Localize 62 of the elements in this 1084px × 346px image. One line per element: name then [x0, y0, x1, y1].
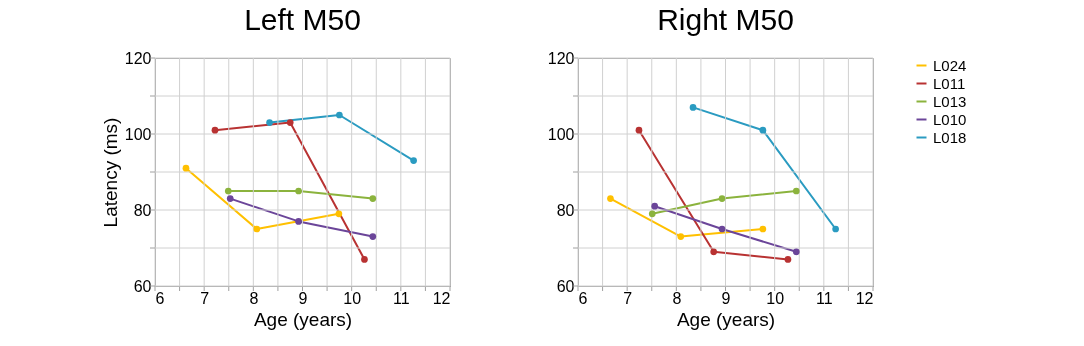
x-tick-label: 7 — [623, 289, 633, 307]
point — [335, 210, 343, 218]
point — [759, 225, 767, 233]
point — [410, 157, 417, 164]
y-tick-label: 80 — [133, 201, 152, 219]
point — [832, 225, 839, 233]
x-tick-label: 11 — [816, 289, 833, 307]
x-tick-label: 12 — [432, 289, 451, 307]
legend-label: L010 — [933, 110, 967, 128]
point — [718, 195, 726, 202]
point — [635, 126, 643, 134]
point — [226, 195, 234, 202]
y-tick-label: 100 — [124, 125, 152, 143]
y-tick-label: 100 — [547, 125, 575, 143]
x-tick-label: 10 — [766, 289, 785, 307]
x-tick-label: 11 — [393, 289, 410, 307]
point — [369, 195, 377, 202]
point — [607, 195, 614, 202]
point — [759, 126, 767, 134]
point — [784, 256, 792, 263]
point — [295, 187, 302, 195]
x-tick-label: 6 — [155, 289, 165, 307]
point — [224, 187, 232, 195]
point — [361, 256, 368, 263]
chart-title: Left M50 — [244, 3, 361, 36]
legend-label: L013 — [933, 92, 967, 110]
y-tick-label: 120 — [124, 49, 152, 67]
point — [286, 119, 294, 126]
y-tick-label: 80 — [556, 201, 575, 219]
y-axis-title: Latency (ms) — [99, 117, 121, 228]
point — [266, 119, 273, 126]
point — [689, 104, 697, 111]
point — [792, 187, 800, 195]
x-tick-label: 9 — [721, 289, 731, 307]
point — [710, 248, 718, 256]
point — [792, 248, 800, 256]
point — [295, 218, 302, 225]
point — [336, 111, 343, 119]
point — [211, 126, 219, 134]
x-tick-label: 8 — [672, 289, 682, 307]
chart-title: Right M50 — [657, 3, 794, 36]
x-tick-label: 9 — [298, 289, 308, 307]
y-tick-label: 120 — [547, 49, 575, 67]
x-tick-label: 8 — [249, 289, 259, 307]
point — [718, 225, 726, 233]
legend-label: L024 — [933, 56, 967, 74]
x-tick-label: 6 — [578, 289, 588, 307]
point — [182, 164, 190, 172]
point — [651, 202, 659, 210]
point — [369, 233, 377, 240]
x-tick-label: 7 — [200, 289, 210, 307]
x-axis-title: Age (years) — [676, 308, 776, 330]
y-tick-label: 60 — [133, 277, 152, 295]
x-tick-label: 12 — [855, 289, 874, 307]
y-tick-label: 60 — [556, 277, 575, 295]
point — [677, 233, 685, 240]
x-tick-label: 10 — [343, 289, 362, 307]
x-axis-title: Age (years) — [253, 308, 353, 330]
legend-label: L018 — [933, 128, 967, 146]
point — [648, 210, 656, 218]
point — [253, 225, 261, 233]
legend-label: L011 — [933, 74, 966, 92]
